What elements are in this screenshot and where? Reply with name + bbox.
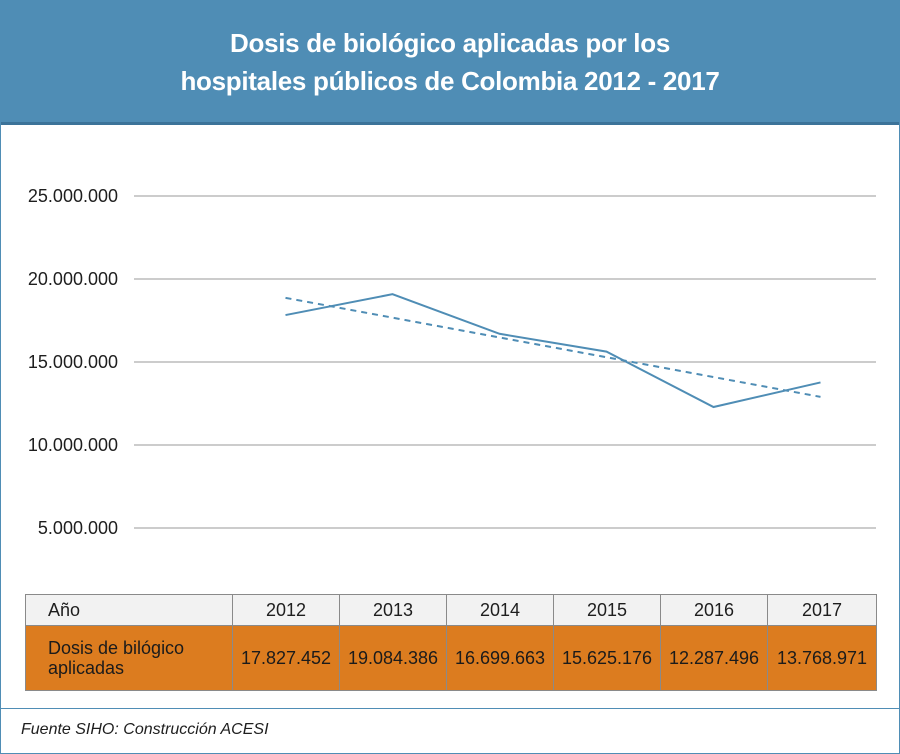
source-note: Fuente SIHO: Construcción ACESI <box>21 721 269 738</box>
y-tick-label: 10.000.000 <box>28 435 118 455</box>
table-year-cell: 2014 <box>446 594 554 626</box>
table-value-cell: 13.768.971 <box>767 625 877 691</box>
table-year-cell: 2017 <box>767 594 877 626</box>
y-tick-label: 5.000.000 <box>38 518 118 538</box>
table-year-cell: 2012 <box>232 594 340 626</box>
table-value-cell: 19.084.386 <box>339 625 447 691</box>
line-chart: 5.000.000 10.000.000 15.000.000 20.000.000 2… <box>28 186 876 538</box>
table-value-cell: 17.827.452 <box>232 625 340 691</box>
chart-title-line-1: Dosis de biológico aplicadas por los <box>230 27 670 58</box>
series-line <box>285 293 821 409</box>
y-tick-label: 20.000.000 <box>28 269 118 289</box>
table-value-cell: 12.287.496 <box>660 625 768 691</box>
table-year-cell: 2013 <box>339 594 447 626</box>
data-table: Año 2012 2013 2014 2015 2016 2017 Dosis … <box>25 594 877 691</box>
y-tick-label: 15.000.000 <box>28 352 118 372</box>
table-year-cell: 2015 <box>553 594 661 626</box>
table-header-label: Año <box>25 594 233 626</box>
table-row-label: Dosis de bilógico aplicadas <box>25 625 233 691</box>
table-row: Dosis de bilógico aplicadas 17.827.452 1… <box>25 625 877 691</box>
source-footer: Fuente SIHO: Construcción ACESI <box>1 708 899 754</box>
y-tick-label: 25.000.000 <box>28 186 118 206</box>
chart-title-line-2: hospitales públicos de Colombia 2012 - 2… <box>180 65 720 96</box>
table-value-cell: 15.625.176 <box>553 625 661 691</box>
table-header-row: Año 2012 2013 2014 2015 2016 2017 <box>25 594 877 626</box>
trend-line <box>285 296 821 398</box>
table-year-cell: 2016 <box>660 594 768 626</box>
table-value-cell: 16.699.663 <box>446 625 554 691</box>
chart-header: Dosis de biológico aplicadas por los hos… <box>1 1 899 125</box>
